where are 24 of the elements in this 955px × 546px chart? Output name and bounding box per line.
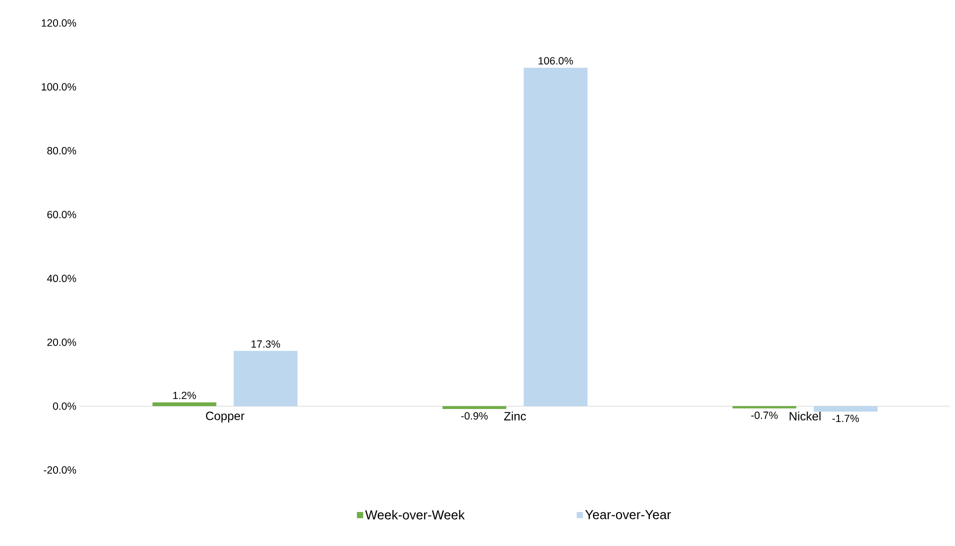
bar [814, 406, 878, 412]
data-label: -0.9% [461, 412, 488, 420]
x-tick-label: Zinc [504, 412, 526, 420]
data-label: 17.3% [252, 340, 280, 348]
y-tick-label: 80.0% [47, 147, 76, 154]
y-tick-label: 0.0% [53, 402, 76, 410]
x-tick-label: Nickel [790, 412, 820, 420]
y-tick-label: 40.0% [47, 274, 76, 282]
bar [442, 406, 506, 410]
bar [234, 350, 298, 406]
data-label: 1.2% [173, 392, 196, 400]
y-tick-label: 60.0% [47, 210, 76, 218]
y-tick-label: 120.0% [42, 19, 76, 27]
data-label: -0.7% [751, 412, 778, 419]
bar [524, 68, 588, 406]
legend-label: Week-over-Week [365, 510, 465, 520]
y-tick-label: -20.0% [44, 466, 76, 474]
data-label: 106.0% [538, 57, 573, 65]
legend-label: Year-over-Year [585, 510, 671, 520]
bar [152, 402, 216, 406]
y-tick-label: 20.0% [47, 338, 76, 346]
y-tick-label: 100.0% [42, 83, 76, 91]
x-tick-label: Copper [206, 412, 244, 422]
data-label: -1.7% [832, 414, 859, 422]
